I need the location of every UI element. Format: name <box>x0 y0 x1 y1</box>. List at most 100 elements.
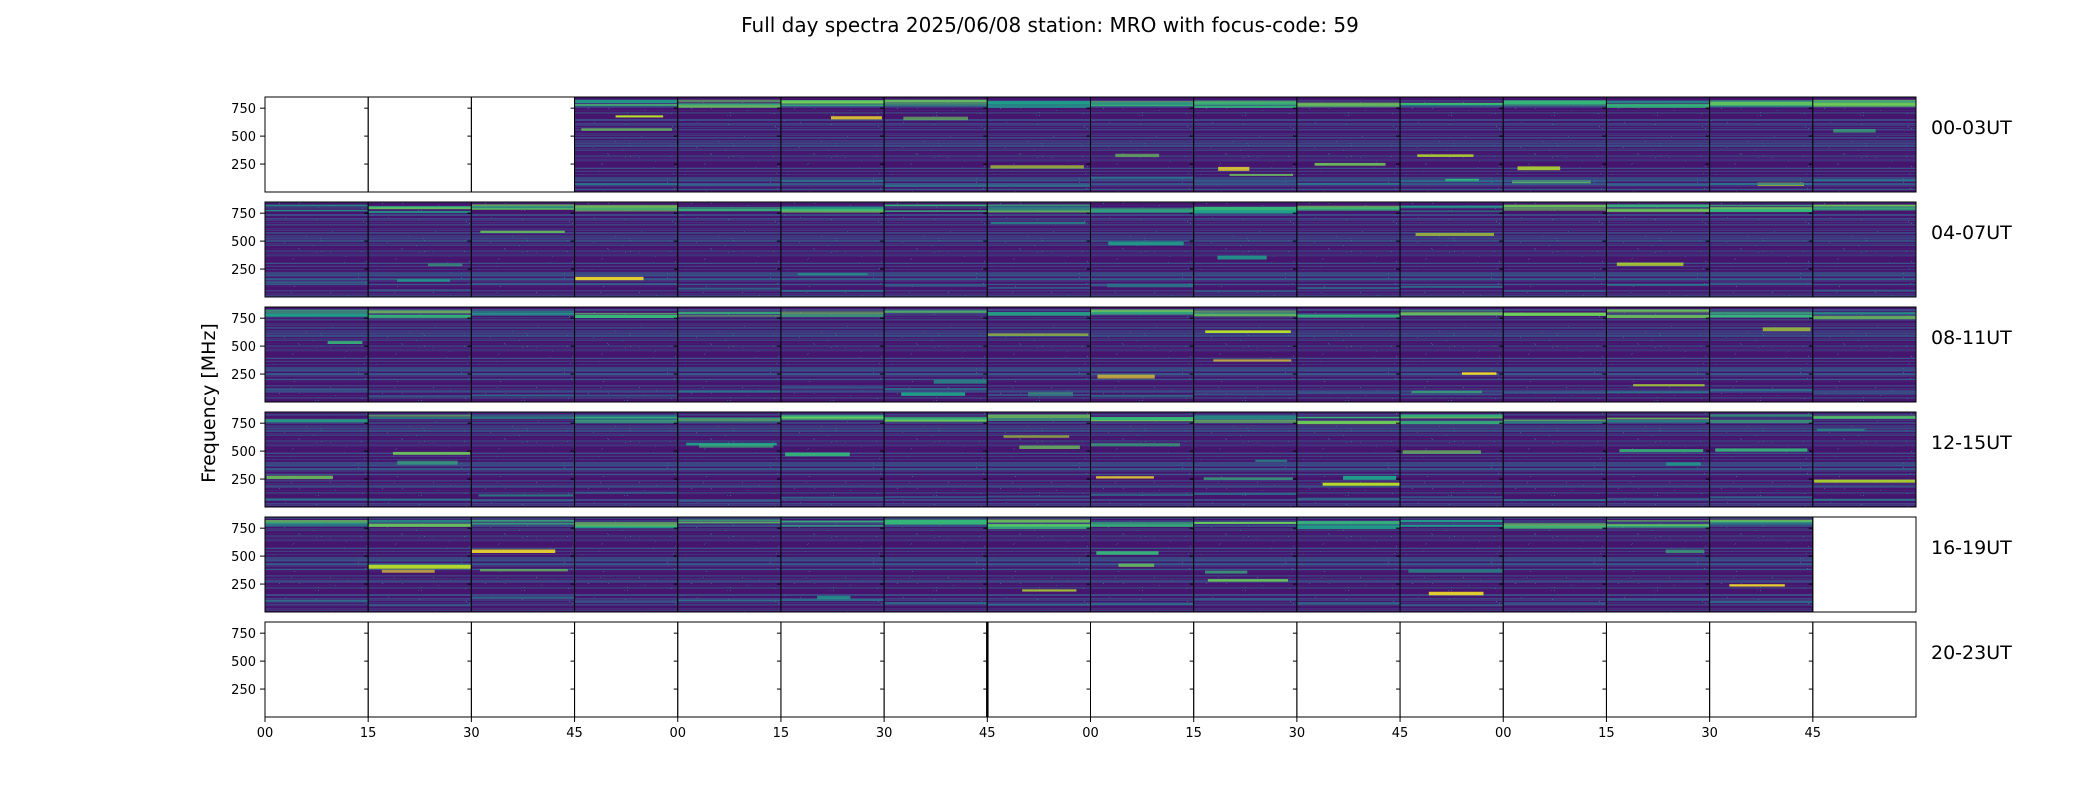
panel-frame <box>1709 621 1814 718</box>
spectra-rows: 250 500 750 00-03UT 250 500 750 04-07UT 250 500 75… <box>231 96 2012 718</box>
spectrogram-panel <box>677 202 781 297</box>
spectrogram-panel <box>1812 97 1916 192</box>
spectrogram-panel <box>1400 517 1504 612</box>
spectrogram-panel <box>265 517 369 612</box>
spectra-row: 250 500 750 00-03UT <box>231 96 2012 193</box>
x-tick-label: 15 <box>773 726 790 741</box>
spectrogram-panel <box>1709 517 1813 612</box>
spectrogram-panel <box>1606 97 1710 192</box>
spectrogram-panel <box>780 307 885 402</box>
panel-frame <box>883 621 988 718</box>
row-time-label: 04-07UT <box>1931 222 2012 244</box>
spectrogram-panel <box>1193 307 1297 402</box>
spectrogram-panel <box>1400 307 1504 402</box>
chart-title: Full day spectra 2025/06/08 station: MRO… <box>741 13 1359 37</box>
panel-frame <box>986 621 1091 718</box>
y-tick-label: 250 <box>231 158 256 173</box>
spectrogram-panel <box>1812 202 1916 297</box>
x-tick-label: 30 <box>1289 726 1306 741</box>
panel-frame <box>470 96 576 193</box>
x-tick-label: 45 <box>566 726 583 741</box>
y-tick-label: 250 <box>231 473 256 488</box>
spectrogram-panel <box>677 97 781 192</box>
x-tick-label: 00 <box>257 726 274 741</box>
spectrogram-panel <box>574 517 678 612</box>
y-tick-label: 250 <box>231 368 256 383</box>
row-time-label: 00-03UT <box>1931 117 2012 139</box>
spectrogram-panel <box>368 307 472 402</box>
panel-frame <box>677 621 782 718</box>
spectrogram-panel <box>780 412 885 507</box>
spectrogram-panel <box>1090 307 1194 402</box>
spectrogram-panel <box>780 97 885 192</box>
panel-frame <box>470 621 576 718</box>
panel-frame <box>1502 621 1607 718</box>
y-tick-label: 750 <box>231 417 256 432</box>
spectrogram-panel <box>884 412 988 507</box>
x-tick-label: 15 <box>1598 726 1615 741</box>
spectrogram-panel <box>1296 412 1401 507</box>
spectrogram-panel <box>368 517 472 612</box>
y-tick-label: 500 <box>231 340 256 355</box>
spectrogram-panel <box>471 517 575 612</box>
x-tick-label: 00 <box>1495 726 1512 741</box>
y-tick-label: 250 <box>231 263 256 278</box>
y-tick-label: 750 <box>231 312 256 327</box>
spectrogram-panel <box>1812 412 1916 507</box>
y-tick-label: 500 <box>231 235 256 250</box>
spectrogram-panel <box>1090 517 1194 612</box>
spectrogram-panel <box>1193 97 1297 192</box>
panel-frame <box>1193 621 1298 718</box>
y-tick-label: 250 <box>231 578 256 593</box>
spectrogram-panel <box>1400 412 1504 507</box>
y-tick-label: 250 <box>231 683 256 698</box>
panel-frame <box>1812 201 1917 298</box>
x-tick-label: 45 <box>1805 726 1822 741</box>
spectrogram-panel <box>368 412 472 507</box>
spectrogram-panel <box>884 97 988 192</box>
spectra-row: 250 500 750 20-23UT <box>231 621 2012 718</box>
spectrogram-panel <box>884 307 988 402</box>
panel-frame <box>1812 96 1917 193</box>
spectrogram-panel <box>471 202 575 297</box>
x-tick-label: 30 <box>1701 726 1718 741</box>
spectrogram-panel <box>677 307 781 402</box>
x-tick-label: 00 <box>669 726 686 741</box>
panel-frame <box>1812 411 1917 508</box>
y-tick-label: 500 <box>231 130 256 145</box>
spectrogram-panel <box>574 97 678 192</box>
panel-frame <box>1399 621 1504 718</box>
row-time-label: 16-19UT <box>1931 537 2012 559</box>
panel-frame <box>574 621 679 718</box>
row-time-label: 20-23UT <box>1931 642 2012 664</box>
spectrogram-panel <box>1090 412 1194 507</box>
y-tick-label: 750 <box>231 627 256 642</box>
spectrogram-panel <box>1606 202 1710 297</box>
spectrogram-panel <box>1193 517 1297 612</box>
spectrogram-panel <box>574 202 678 297</box>
spectrogram-panel <box>1090 97 1194 192</box>
spectrogram-panel <box>884 202 988 297</box>
y-tick-label: 750 <box>231 207 256 222</box>
panel-frame <box>1812 621 1917 718</box>
row-time-label: 08-11UT <box>1931 327 2012 349</box>
spectrogram-panel <box>987 202 1091 297</box>
panel-frame <box>1812 516 1917 613</box>
y-tick-label: 500 <box>231 445 256 460</box>
spectrogram-panel <box>780 517 885 612</box>
panel-frame <box>1605 621 1711 718</box>
spectrogram-panel <box>1296 97 1401 192</box>
spectrogram-panel <box>1503 307 1607 402</box>
spectrogram-panel <box>1090 202 1194 297</box>
spectra-row: 250 500 750 12-15UT <box>231 411 2012 508</box>
spectrogram-panel <box>1709 97 1813 192</box>
spectra-row: 250 500 750 16-19UT <box>231 516 2012 613</box>
spectrogram-panel <box>574 307 678 402</box>
spectra-row: 250 500 750 04-07UT <box>231 201 2012 298</box>
x-axis-ticks: 00 15 30 45 00 15 30 45 00 15 30 45 00 15 30 45 <box>257 717 1821 741</box>
spectrogram-panel <box>677 517 781 612</box>
panel-frame <box>1812 306 1917 403</box>
y-tick-label: 500 <box>231 655 256 670</box>
x-tick-label: 45 <box>979 726 996 741</box>
x-tick-label: 15 <box>1185 726 1202 741</box>
